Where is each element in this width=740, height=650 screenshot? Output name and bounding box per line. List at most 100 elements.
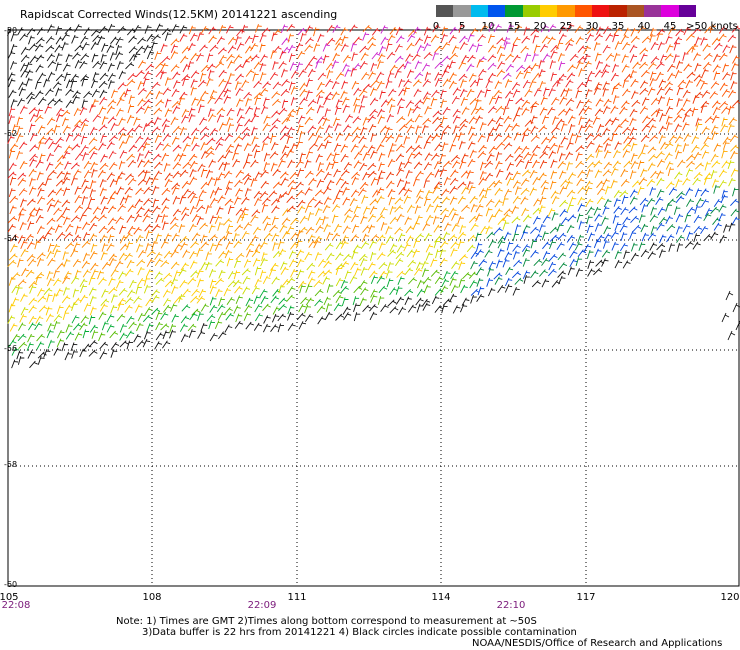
colorbar-label: 30: [585, 21, 599, 32]
wind-barb: [243, 259, 252, 268]
wind-barb: [286, 205, 296, 213]
wind-barb: [476, 278, 484, 287]
wind-barb: [119, 225, 127, 234]
wind-barb: [350, 42, 357, 52]
wind-barb: [106, 141, 115, 150]
wind-barb: [259, 289, 268, 298]
wind-barb: [629, 170, 637, 180]
wind-barb: [110, 268, 119, 277]
wind-barb: [565, 42, 573, 51]
wind-barb: [694, 162, 704, 170]
wind-barb: [253, 149, 261, 159]
wind-barb: [523, 26, 530, 36]
wind-barb: [487, 287, 496, 297]
wind-barb: [29, 360, 38, 369]
wind-barb: [362, 116, 370, 126]
wind-barb: [710, 125, 719, 134]
wind-barb: [207, 95, 216, 104]
wind-barb: [574, 134, 582, 144]
wind-barb: [322, 43, 330, 52]
wind-barb: [612, 149, 621, 159]
wind-barb: [263, 152, 271, 162]
wind-barb: [53, 347, 62, 356]
wind-barb: [541, 278, 550, 288]
wind-barb: [64, 145, 73, 154]
wind-barb: [515, 159, 525, 167]
wind-barb: [317, 161, 324, 171]
wind-barb: [179, 91, 188, 100]
wind-barb: [70, 79, 78, 89]
wind-barb: [721, 160, 730, 169]
wind-barb: [369, 97, 379, 106]
wind-barb: [551, 211, 559, 221]
wind-barb: [719, 101, 729, 109]
wind-barb: [272, 288, 281, 297]
wind-barb: [340, 285, 349, 294]
wind-barb: [567, 64, 576, 72]
wind-barb: [470, 28, 479, 36]
wind-barb: [110, 305, 118, 314]
wind-barb: [64, 26, 74, 35]
wind-barb: [621, 64, 630, 73]
wind-barb: [225, 312, 234, 321]
wind-barb: [567, 214, 577, 222]
wind-barb: [271, 233, 280, 242]
wind-barb: [323, 96, 331, 106]
wind-barb: [368, 224, 376, 234]
wind-barb: [62, 125, 71, 134]
wind-barb: [64, 304, 73, 313]
wind-barb: [559, 96, 568, 105]
wind-barb: [300, 32, 307, 42]
wind-barb: [521, 35, 530, 44]
wind-barb: [587, 260, 595, 269]
wind-barb: [514, 186, 522, 195]
wind-barb: [475, 204, 484, 213]
wind-barb: [521, 207, 529, 217]
wind-barb: [412, 105, 421, 114]
wind-barb: [520, 187, 530, 196]
wind-barb: [398, 306, 407, 315]
wind-barb: [457, 231, 467, 240]
wind-barb: [316, 104, 324, 114]
wind-barb: [370, 289, 378, 298]
wind-barb: [730, 168, 739, 177]
wind-barb: [376, 71, 385, 80]
wind-barb: [691, 107, 699, 117]
wind-barb: [262, 275, 271, 285]
wind-barb: [541, 115, 549, 125]
wind-barb: [637, 25, 646, 34]
wind-barb: [19, 105, 28, 114]
wind-barb: [234, 321, 244, 329]
wind-barb: [395, 286, 403, 295]
wind-barb: [196, 248, 204, 257]
wind-barb: [189, 250, 198, 260]
wind-barb: [439, 257, 448, 266]
wind-barb: [282, 230, 291, 240]
wind-barb: [583, 243, 592, 253]
wind-barb: [55, 73, 65, 82]
wind-barb: [290, 86, 298, 95]
wind-barb: [358, 188, 367, 196]
wind-barb: [245, 106, 254, 115]
wind-barb: [594, 108, 604, 117]
wind-barb: [286, 294, 295, 302]
wind-barb: [530, 134, 540, 142]
wind-barb: [657, 159, 666, 168]
wind-barb: [423, 140, 431, 149]
wind-barb: [162, 340, 171, 349]
wind-barb: [511, 43, 518, 53]
lon-label: 114: [431, 592, 451, 603]
wind-barb: [493, 227, 503, 235]
wind-barb: [614, 41, 622, 50]
wind-barb: [470, 260, 478, 270]
wind-barb: [324, 140, 332, 149]
wind-barb: [262, 122, 271, 131]
wind-barb: [675, 213, 684, 223]
wind-barb: [162, 133, 172, 142]
wind-barb: [466, 244, 476, 253]
wind-barb: [170, 50, 179, 59]
wind-barb: [488, 261, 496, 270]
wind-barb: [396, 244, 405, 253]
wind-barb: [533, 88, 542, 97]
wind-barb: [98, 277, 107, 285]
